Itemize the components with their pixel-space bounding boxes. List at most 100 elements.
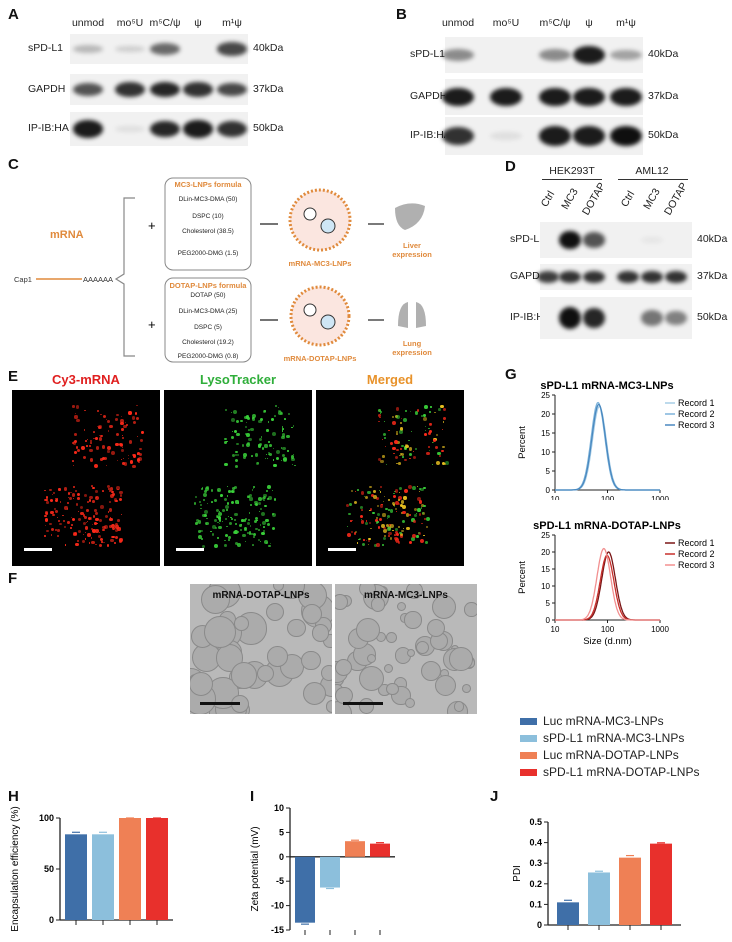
- lnp-particle: [325, 699, 332, 713]
- blot-band: [559, 230, 581, 250]
- fluorescent-puncta: [416, 535, 419, 538]
- fluorescent-puncta: [99, 519, 102, 522]
- fluorescent-puncta: [399, 532, 403, 536]
- fluorescent-puncta: [109, 524, 113, 528]
- bar: [92, 834, 114, 920]
- fluorescent-puncta: [409, 513, 412, 516]
- fluorescent-puncta: [198, 520, 202, 524]
- fluorescent-puncta: [67, 492, 70, 495]
- fluorescent-puncta: [393, 534, 396, 536]
- fluorescent-puncta: [417, 508, 421, 512]
- fluorescent-puncta: [239, 528, 243, 532]
- fluorescent-puncta: [258, 497, 262, 501]
- y-tick-label: 20: [541, 410, 550, 419]
- lane-label: ψ: [585, 17, 593, 29]
- pdi-bar-chart: 0 0.1 0.2 0.3 0.4 0.5 PDI: [512, 817, 681, 930]
- fluorescent-puncta: [392, 415, 395, 418]
- fluorescent-puncta: [44, 535, 46, 537]
- lnp-particle: [404, 611, 422, 629]
- lnp-particle: [431, 594, 457, 620]
- encapsulation-bar-chart: 0 50 100 Encapsulation efficiency (%): [10, 806, 173, 932]
- fluorescent-puncta: [72, 460, 74, 463]
- fluorescent-puncta: [428, 427, 430, 430]
- fluorescent-puncta: [363, 539, 366, 542]
- fluorescent-puncta: [258, 510, 261, 512]
- fluorescent-puncta: [210, 530, 212, 533]
- y-tick-label: 20: [541, 548, 550, 557]
- row-label: sPD-L1: [410, 48, 446, 60]
- fluorescent-puncta: [89, 457, 94, 462]
- fluorescent-puncta: [418, 513, 421, 516]
- fluorescent-puncta: [92, 430, 95, 433]
- fluorescent-puncta: [86, 520, 88, 522]
- legend-swatch: [520, 751, 537, 759]
- fluorescent-puncta: [442, 421, 444, 423]
- fluorescent-puncta: [438, 455, 441, 458]
- fluorescent-puncta: [201, 538, 204, 541]
- fluorescent-puncta: [413, 450, 415, 453]
- legend-label: Record 3: [678, 420, 715, 430]
- kda-label: 40kDa: [648, 48, 679, 60]
- fluorescent-puncta: [235, 458, 239, 463]
- channel-title: LysoTracker: [199, 372, 277, 387]
- fluorescent-puncta: [409, 410, 412, 413]
- panel-label-b: B: [396, 6, 407, 23]
- fluorescent-puncta: [85, 509, 89, 513]
- group-underline: [618, 179, 688, 180]
- lnp-particle: [406, 648, 416, 658]
- fluorescent-puncta: [221, 520, 223, 522]
- fluorescent-puncta: [218, 519, 222, 522]
- fluorescent-puncta: [424, 405, 428, 409]
- y-tick-label: 10: [541, 448, 550, 457]
- fluorescent-puncta: [246, 433, 250, 437]
- lnp-particle: [397, 601, 407, 611]
- fluorescent-puncta: [243, 519, 247, 522]
- fluorescent-puncta: [121, 434, 124, 436]
- fluorescent-puncta: [88, 444, 91, 447]
- fluorescent-puncta: [420, 487, 424, 491]
- fluorescent-puncta: [397, 525, 401, 529]
- polya-label: AAAAAA: [83, 275, 113, 284]
- fluorescent-puncta: [89, 495, 93, 500]
- fluorescent-puncta: [428, 411, 431, 414]
- blot-band: [641, 236, 663, 244]
- fluorescent-puncta: [370, 527, 372, 529]
- y-tick-label: 15: [541, 565, 550, 574]
- fluorescent-puncta: [227, 538, 231, 542]
- fluorescent-puncta: [261, 447, 265, 450]
- fluorescent-puncta: [226, 485, 229, 487]
- fluorescent-puncta: [382, 513, 386, 517]
- fluorescent-puncta: [262, 495, 267, 499]
- fluorescent-puncta: [422, 486, 426, 490]
- fluorescent-puncta: [265, 518, 270, 523]
- fluorescent-puncta: [91, 540, 95, 545]
- fluorescent-puncta: [226, 502, 230, 505]
- fluorescent-puncta: [383, 420, 385, 422]
- fluorescent-puncta: [368, 543, 370, 545]
- fluorescent-puncta: [444, 461, 449, 465]
- fluorescent-puncta: [224, 539, 227, 542]
- fluorescent-puncta: [423, 504, 426, 508]
- fluorescent-puncta: [264, 540, 269, 545]
- blot-band: [610, 87, 642, 107]
- fluorescent-puncta: [120, 422, 124, 426]
- fluorescent-puncta: [215, 508, 219, 513]
- blot-band: [583, 307, 605, 329]
- blot-band: [583, 270, 605, 284]
- fluorescent-puncta: [45, 510, 48, 514]
- fluorescent-puncta: [45, 512, 49, 516]
- fluorescent-puncta: [118, 539, 123, 543]
- fluorescent-puncta: [129, 459, 134, 464]
- y-tick-label: 100: [39, 813, 54, 823]
- fluorescent-puncta: [276, 450, 281, 455]
- lnp-particle: [234, 615, 249, 631]
- fluorescent-puncta: [249, 525, 252, 527]
- fluorescent-puncta: [387, 527, 391, 531]
- fluorescent-puncta: [414, 411, 418, 415]
- plus-sign: +: [148, 317, 156, 332]
- formula-item: Cholesterol (19.2): [182, 339, 234, 346]
- legend-swatch: [520, 717, 537, 725]
- fluorescent-puncta: [259, 524, 262, 526]
- fluorescent-puncta: [346, 525, 348, 527]
- fluorescent-puncta: [399, 454, 401, 457]
